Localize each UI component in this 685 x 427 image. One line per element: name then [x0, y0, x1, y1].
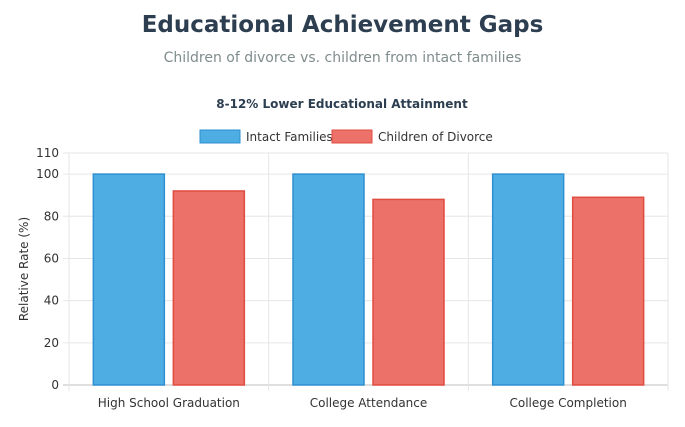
page-title: Educational Achievement Gaps — [141, 12, 544, 38]
legend-label-children-of-divorce[interactable]: Children of Divorce — [378, 130, 493, 144]
bars — [92, 173, 645, 386]
y-tick-label: 60 — [44, 251, 59, 265]
bar-children-of-divorce[interactable] — [172, 190, 246, 386]
x-tick-label: College Completion — [510, 396, 627, 410]
legend-swatch-children-of-divorce[interactable] — [331, 129, 373, 144]
y-tick-label: 100 — [36, 167, 59, 181]
y-axis-label: Relative Rate (%) — [17, 217, 31, 321]
bar-intact-families[interactable] — [491, 173, 565, 386]
legend-label-intact-families[interactable]: Intact Families — [246, 130, 333, 144]
y-tick-label: 40 — [44, 294, 59, 308]
y-tick-label: 110 — [36, 146, 59, 160]
y-tick-label: 20 — [44, 336, 59, 350]
page-subtitle: Children of divorce vs. children from in… — [163, 50, 522, 66]
chart-title: 8-12% Lower Educational Attainment — [216, 97, 468, 111]
x-tick-label: College Attendance — [310, 396, 428, 410]
bar-children-of-divorce[interactable] — [571, 196, 645, 386]
y-axis-ticks: 0 20 40 60 80 100 110 — [36, 146, 59, 392]
y-tick-label: 0 — [51, 378, 59, 392]
bar-children-of-divorce[interactable] — [372, 198, 445, 386]
bar-intact-families[interactable] — [292, 173, 365, 386]
bar-intact-families[interactable] — [92, 173, 166, 386]
x-axis-ticks: High School Graduation College Attendance… — [98, 396, 627, 410]
y-tick-label: 80 — [44, 209, 59, 223]
legend-swatch-intact-families[interactable] — [199, 129, 241, 144]
x-tick-label: High School Graduation — [98, 396, 240, 410]
legend: Intact Families Children of Divorce — [199, 129, 493, 144]
